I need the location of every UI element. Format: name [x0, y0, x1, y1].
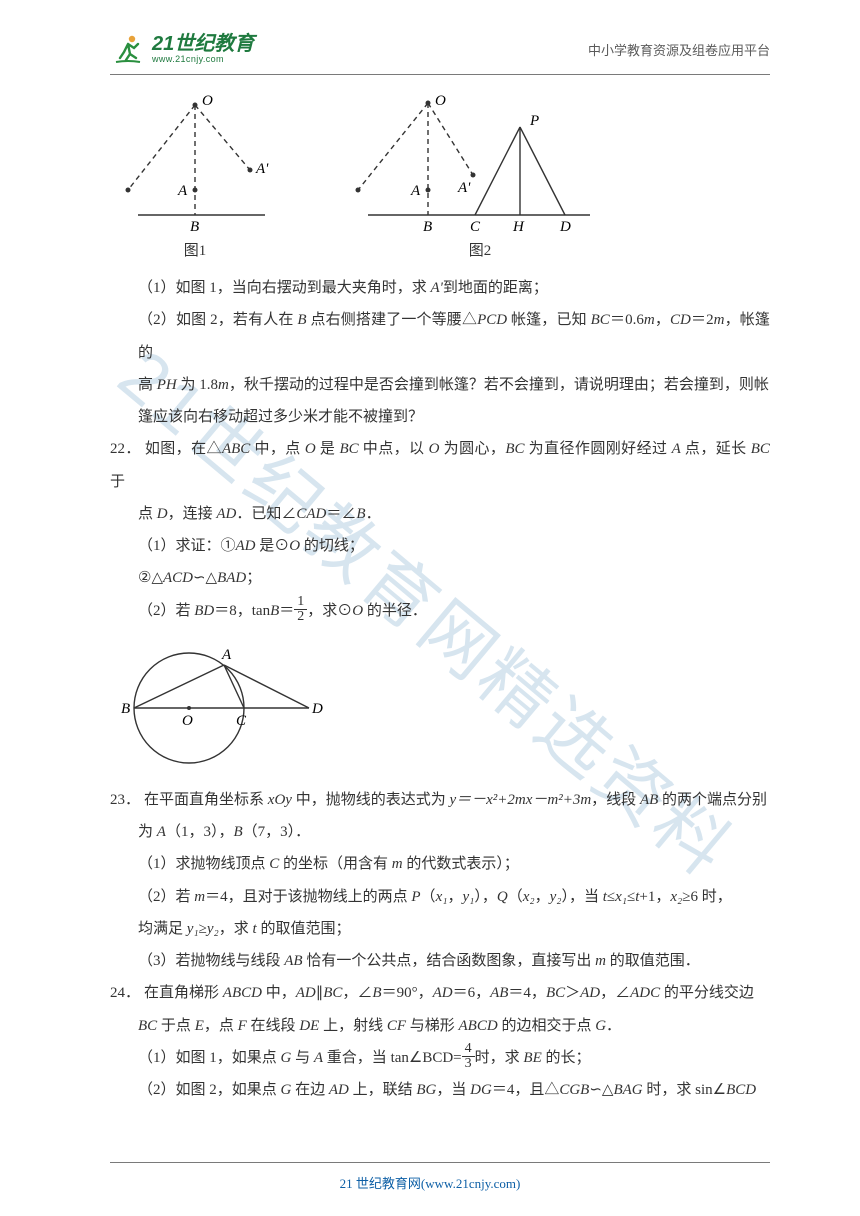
svg-text:O: O	[182, 713, 193, 729]
q23-p3: （3）若抛物线与线段 AB 恰有一个公共点，结合函数图象，直接写出 m 的取值范…	[110, 945, 770, 977]
svg-text:D: D	[311, 701, 323, 717]
svg-text:C: C	[236, 713, 247, 729]
q22-line2: 点 D，连接 AD．已知∠CAD＝∠B．	[110, 498, 770, 530]
svg-text:B: B	[190, 219, 199, 235]
q24-line1: 24．在直角梯形 ABCD 中，AD∥BC，∠B＝90°，AD＝6，AB＝4，B…	[110, 977, 770, 1009]
diagrams-row: O A A' B 图1 O A A'	[110, 95, 770, 260]
svg-text:D: D	[559, 219, 571, 235]
footer-divider	[110, 1162, 770, 1163]
q23-p2-line1: （2）若 m＝4，且对于该抛物线上的两点 P（x₁，y₁），Q（x₂，y₂），当…	[110, 881, 770, 913]
q22-p3: （2）若 BD＝8，tanB＝12，求⊙O 的半径．	[110, 595, 770, 627]
svg-text:B: B	[121, 701, 130, 717]
figure-2: O A A' P B C H D 图2	[340, 95, 620, 260]
q22-line1: 22．如图，在△ABC 中，点 O 是 BC 中点，以 O 为圆心，BC 为直径…	[110, 433, 770, 498]
logo-runner-icon	[110, 32, 146, 66]
q22-p2: ②△ACD∽△BAD；	[110, 562, 770, 594]
page-header: 21世纪教育 www.21cnjy.com 中小学教育资源及组卷应用平台	[0, 0, 860, 74]
q22-p1: （1）求证：①AD 是⊙O 的切线；	[110, 530, 770, 562]
svg-text:B: B	[423, 219, 432, 235]
circle-figure: B O C D A	[114, 633, 770, 778]
q23-line1: 23．在平面直角坐标系 xOy 中，抛物线的表达式为 y＝－x²+2mx－m²+…	[110, 784, 770, 816]
content-area: O A A' B 图1 O A A'	[0, 75, 860, 1106]
q23-p1: （1）求抛物线顶点 C 的坐标（用含有 m 的代数式表示）；	[110, 848, 770, 880]
svg-text:H: H	[512, 219, 525, 235]
svg-text:P: P	[529, 113, 539, 129]
q21-p2-line1: （2）如图 2，若有人在 B 点右侧搭建了一个等腰△PCD 帐篷，已知 BC＝0…	[110, 304, 770, 369]
svg-text:A: A	[177, 183, 188, 199]
q23-line2: 为 A（1，3），B（7，3）．	[110, 816, 770, 848]
q21-p2-line3: 篷应该向右移动超过多少米才能不被撞到？	[110, 401, 770, 433]
q21-p1: （1）如图 1，当向右摆动到最大夹角时，求 A'到地面的距离；	[110, 272, 770, 304]
figure2-label: 图2	[340, 239, 620, 260]
svg-text:C: C	[470, 219, 481, 235]
q24-p1: （1）如图 1，如果点 G 与 A 重合，当 tan∠BCD=43时，求 BE …	[110, 1042, 770, 1074]
q24-line2: BC 于点 E，点 F 在线段 DE 上，射线 CF 与梯形 ABCD 的边相交…	[110, 1010, 770, 1042]
svg-text:A': A'	[255, 161, 269, 177]
svg-text:A': A'	[457, 180, 471, 196]
page-footer: 21 世纪教育网(www.21cnjy.com)	[0, 1162, 860, 1192]
q21-p2-line2: 高 PH 为 1.8m，秋千摆动的过程中是否会撞到帐篷？若不会撞到，请说明理由；…	[110, 369, 770, 401]
logo-title: 21世纪教育	[152, 33, 254, 55]
svg-text:A: A	[410, 183, 421, 199]
svg-text:O: O	[435, 95, 446, 109]
footer-text: 21 世纪教育网(www.21cnjy.com)	[0, 1173, 860, 1192]
svg-text:A: A	[221, 647, 232, 663]
figure-1: O A A' B 图1	[110, 95, 280, 260]
figure1-label: 图1	[110, 239, 280, 260]
logo-url: www.21cnjy.com	[152, 55, 254, 65]
header-right-text: 中小学教育资源及组卷应用平台	[588, 40, 770, 59]
logo: 21世纪教育 www.21cnjy.com	[110, 32, 254, 66]
q24-p2: （2）如图 2，如果点 G 在边 AD 上，联结 BG，当 DG＝4，且△CGB…	[110, 1074, 770, 1106]
q23-p2-line2: 均满足 y₁≥y₂，求 t 的取值范围；	[110, 913, 770, 945]
svg-text:O: O	[202, 95, 213, 109]
